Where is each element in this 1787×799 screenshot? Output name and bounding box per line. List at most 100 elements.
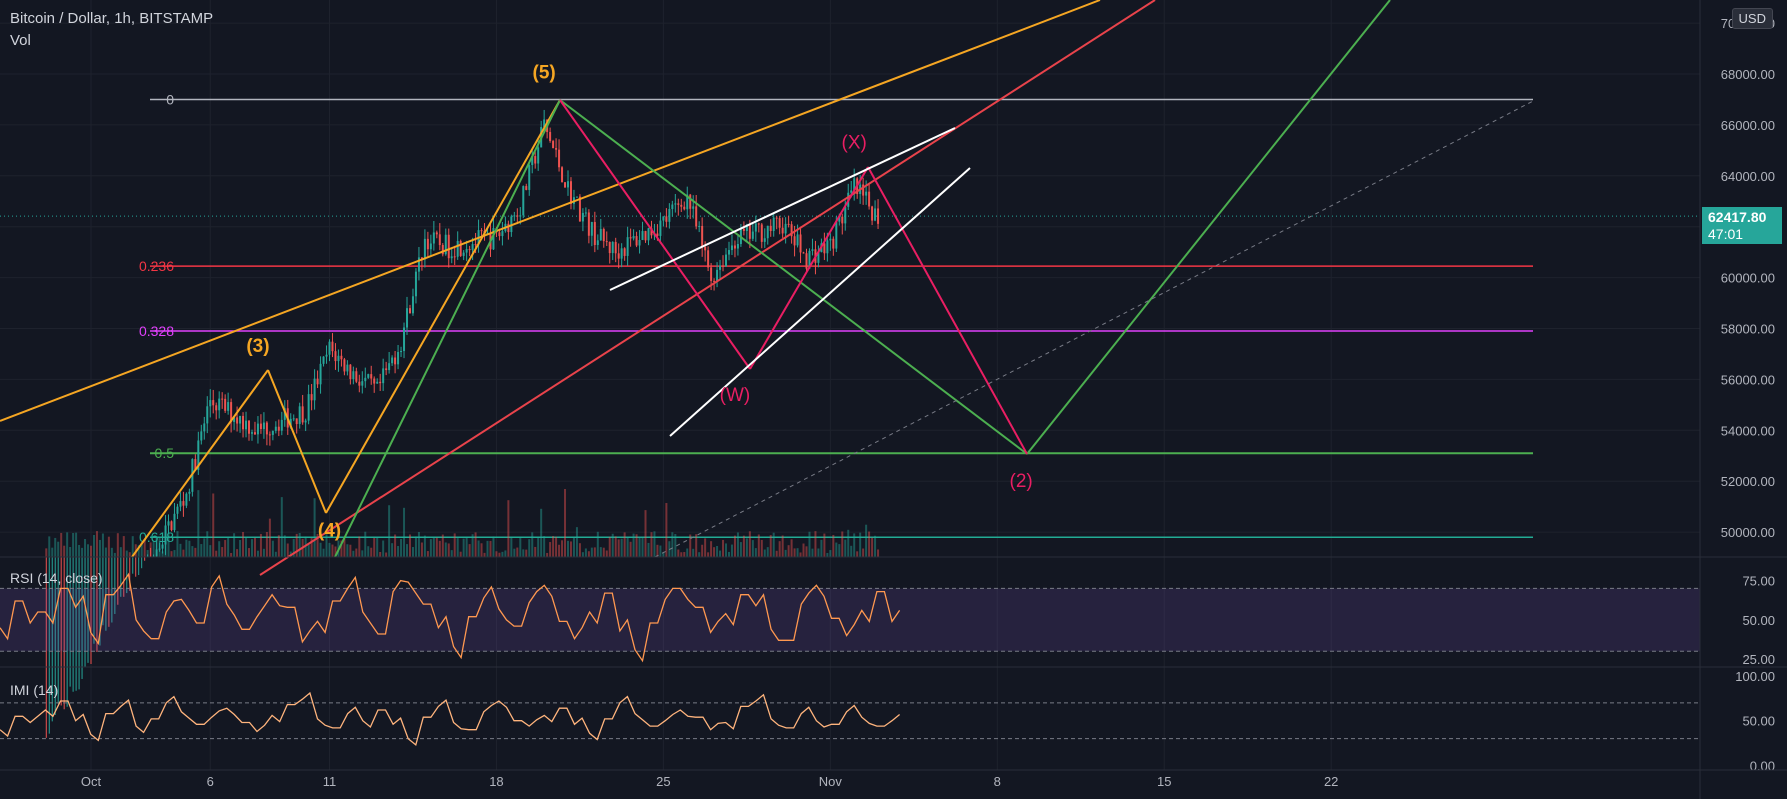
volume-bar: [319, 542, 322, 557]
candle-body: [871, 206, 874, 221]
indicator-line: [0, 572, 901, 663]
candle-body: [194, 459, 197, 470]
volume-bar: [623, 532, 626, 557]
candle-body: [486, 232, 489, 234]
volume-bar: [328, 542, 331, 557]
volume-bar: [352, 550, 355, 557]
volume-bar: [865, 524, 868, 557]
x-tick-label: 25: [656, 774, 670, 789]
volume-bar: [343, 539, 346, 557]
candle-body: [868, 191, 871, 207]
y-tick-label: 66000.00: [1721, 118, 1775, 133]
wave-label: (5): [533, 62, 556, 83]
volume-bar: [701, 544, 704, 557]
volume-bar: [868, 531, 871, 557]
fib-level-label: 0.328: [139, 323, 174, 339]
volume-bar: [474, 532, 477, 557]
volume-bar: [376, 536, 379, 557]
candle-body: [593, 222, 596, 246]
volume-bar: [45, 548, 48, 557]
candle-body: [722, 265, 725, 267]
volume-bar: [131, 536, 134, 557]
x-tick-label: 11: [323, 774, 337, 789]
candle-body: [581, 212, 584, 222]
candle-body: [403, 327, 406, 352]
candle-body: [638, 240, 641, 246]
candle-body: [328, 341, 331, 355]
candle-body: [358, 381, 361, 386]
volume-bar: [271, 540, 274, 557]
volume-bar: [537, 538, 540, 557]
candle-body: [200, 431, 203, 441]
volume-bar: [513, 548, 516, 557]
candle-body: [435, 232, 438, 235]
indicator-line: [0, 691, 901, 747]
volume-bar: [426, 551, 429, 557]
candle-body: [689, 194, 692, 209]
candle-body: [808, 250, 811, 269]
volume-bar: [650, 532, 653, 557]
last-price-value: 62417.80: [1708, 209, 1767, 225]
candle-body: [218, 398, 221, 411]
candle-body: [456, 240, 459, 257]
volume-bar: [468, 544, 471, 557]
volume-bar: [707, 552, 710, 557]
candle-body: [316, 378, 319, 385]
volume-bar: [516, 547, 519, 557]
volume-bar: [331, 544, 334, 557]
trend-line: [749, 166, 869, 370]
y-tick-label: 50000.00: [1721, 525, 1775, 540]
candle-body: [629, 237, 632, 239]
candle-body: [683, 206, 686, 210]
volume-bar: [239, 539, 242, 557]
volume-bar: [662, 551, 665, 557]
y-tick-label: 60000.00: [1721, 271, 1775, 286]
candle-body: [385, 368, 388, 371]
candle-body: [802, 252, 805, 254]
volume-bar: [599, 547, 602, 557]
candle-body: [265, 422, 268, 435]
candle-body: [429, 243, 432, 250]
candle-body: [725, 254, 728, 267]
trend-line: [867, 166, 1028, 455]
volume-bar: [432, 537, 435, 557]
candle-body: [319, 363, 322, 385]
candle-body: [519, 215, 522, 217]
volume-bar: [453, 533, 456, 557]
volume-bar: [283, 535, 286, 557]
candle-body: [578, 196, 581, 222]
volume-bar: [561, 540, 564, 557]
volume-bar: [805, 546, 808, 557]
volume-bar: [877, 549, 880, 557]
trend-line: [334, 99, 561, 558]
volume-bar: [689, 534, 692, 557]
volume-bar: [871, 537, 874, 557]
candle-body: [641, 231, 644, 241]
indicator-band-fill: [0, 588, 1700, 652]
currency-button[interactable]: USD: [1731, 8, 1773, 29]
volume-bar: [656, 544, 659, 557]
volume-bar: [128, 552, 131, 557]
volume-bar: [838, 544, 841, 557]
volume-bar: [793, 548, 796, 557]
candle-body: [271, 430, 274, 435]
volume-bar: [84, 539, 87, 557]
volume-bar: [125, 550, 128, 557]
volume-bar: [447, 543, 450, 557]
candle-body: [417, 257, 420, 272]
volume-bar: [185, 539, 188, 557]
volume-bar: [188, 540, 191, 557]
volume-bar: [742, 535, 745, 557]
trend-line: [259, 0, 1156, 576]
volume-bar: [69, 546, 72, 557]
candle-body: [787, 223, 790, 225]
volume-bar: [385, 552, 388, 557]
candle-body: [844, 206, 847, 224]
volume-bar: [751, 540, 754, 557]
candle-body: [781, 227, 784, 234]
wave-label: (3): [246, 336, 269, 357]
candle-body: [298, 406, 301, 425]
volume-bar: [802, 543, 805, 557]
volume-bar: [671, 532, 674, 557]
